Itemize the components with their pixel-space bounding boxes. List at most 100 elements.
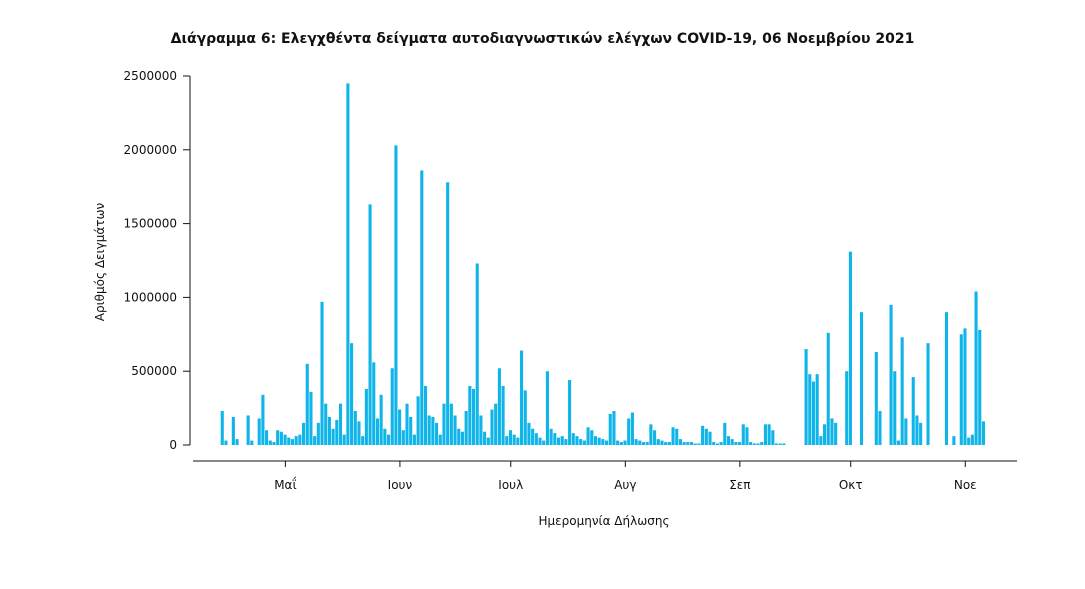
bar bbox=[527, 422, 531, 445]
bar bbox=[320, 301, 324, 445]
bar bbox=[475, 263, 479, 445]
bar bbox=[331, 428, 335, 445]
bar bbox=[834, 422, 838, 445]
bar bbox=[368, 204, 372, 445]
bar bbox=[889, 304, 893, 445]
bar bbox=[944, 312, 949, 445]
bar bbox=[279, 431, 283, 445]
bar bbox=[693, 443, 697, 445]
bar bbox=[257, 418, 261, 445]
bar bbox=[494, 403, 498, 445]
y-tick-label: 1000000 bbox=[124, 290, 177, 304]
bar bbox=[682, 442, 686, 445]
bar bbox=[294, 436, 298, 445]
bar bbox=[564, 439, 568, 445]
x-tick-label: Σεπ bbox=[729, 478, 750, 492]
bar bbox=[712, 442, 716, 445]
bar bbox=[446, 182, 450, 445]
bar bbox=[479, 415, 483, 445]
bar bbox=[590, 430, 594, 445]
bar bbox=[926, 343, 930, 445]
bar bbox=[405, 403, 409, 445]
bar bbox=[453, 415, 457, 445]
bar bbox=[771, 430, 775, 445]
bar bbox=[804, 349, 808, 445]
bar bbox=[490, 409, 494, 445]
y-tick-label: 1500000 bbox=[124, 217, 177, 231]
x-tick-label: Ιουλ bbox=[498, 478, 523, 492]
bar bbox=[316, 422, 320, 445]
bar bbox=[767, 424, 771, 445]
bar bbox=[656, 439, 660, 445]
y-tick-label: 500000 bbox=[131, 364, 177, 378]
bar bbox=[845, 371, 849, 445]
bar bbox=[287, 437, 291, 445]
bar bbox=[774, 443, 779, 445]
bar bbox=[560, 436, 564, 445]
x-axis-ticks: Μαΐ Ιουν Ιουλ Αυγ Σεπ Οκτ Νοε bbox=[274, 461, 977, 492]
bar bbox=[423, 385, 428, 445]
bar bbox=[675, 428, 679, 445]
bar bbox=[398, 409, 402, 445]
bar bbox=[545, 371, 549, 445]
bar bbox=[974, 291, 978, 445]
bar bbox=[556, 437, 561, 445]
bar bbox=[420, 170, 424, 445]
bar bbox=[649, 424, 653, 445]
bar bbox=[763, 424, 767, 445]
bar bbox=[231, 416, 235, 445]
y-tick-label: 2500000 bbox=[124, 69, 177, 83]
bar bbox=[468, 385, 472, 445]
bar bbox=[630, 412, 634, 445]
bar bbox=[660, 440, 664, 445]
bar bbox=[619, 442, 623, 445]
bar bbox=[361, 436, 365, 445]
bar bbox=[819, 436, 823, 445]
bar bbox=[350, 343, 354, 445]
bar bbox=[608, 414, 612, 445]
bar bbox=[601, 439, 605, 445]
bar bbox=[379, 394, 383, 445]
bar bbox=[276, 430, 280, 445]
bar bbox=[460, 431, 464, 445]
bar bbox=[741, 424, 745, 445]
bar bbox=[265, 430, 269, 445]
bar bbox=[531, 428, 535, 445]
bar bbox=[593, 436, 598, 445]
bar bbox=[597, 437, 601, 445]
bar bbox=[586, 427, 590, 445]
bar bbox=[878, 411, 882, 445]
bar bbox=[431, 416, 435, 445]
bar bbox=[346, 83, 350, 445]
bar bbox=[305, 363, 309, 445]
bar bbox=[859, 312, 864, 445]
bar bbox=[826, 332, 830, 445]
bar bbox=[268, 440, 272, 445]
bar bbox=[579, 439, 583, 445]
bar bbox=[782, 443, 786, 445]
bar bbox=[549, 428, 553, 445]
bar bbox=[412, 434, 416, 445]
bar bbox=[427, 415, 431, 445]
bar bbox=[815, 374, 819, 445]
bar bbox=[372, 362, 376, 445]
bar bbox=[342, 434, 346, 445]
bar bbox=[309, 391, 313, 445]
bar bbox=[686, 442, 690, 445]
bar bbox=[704, 428, 708, 445]
bar bbox=[224, 440, 228, 445]
bar bbox=[353, 411, 357, 445]
bar bbox=[471, 388, 476, 445]
bar bbox=[638, 440, 642, 445]
bar bbox=[605, 440, 609, 445]
bar bbox=[483, 431, 487, 445]
bar bbox=[261, 394, 265, 445]
bar bbox=[220, 411, 224, 445]
x-tick-label: Νοε bbox=[954, 478, 977, 492]
bar bbox=[401, 430, 405, 445]
bar bbox=[811, 381, 816, 445]
y-axis-ticks: 0 500000 1000000 1500000 2000000 2500000 bbox=[124, 69, 190, 452]
bar bbox=[416, 396, 420, 445]
y-tick-label: 2000000 bbox=[124, 143, 177, 157]
bar bbox=[523, 390, 527, 445]
